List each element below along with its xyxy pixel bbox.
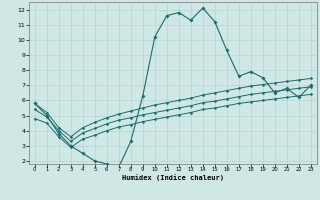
- X-axis label: Humidex (Indice chaleur): Humidex (Indice chaleur): [122, 174, 224, 181]
